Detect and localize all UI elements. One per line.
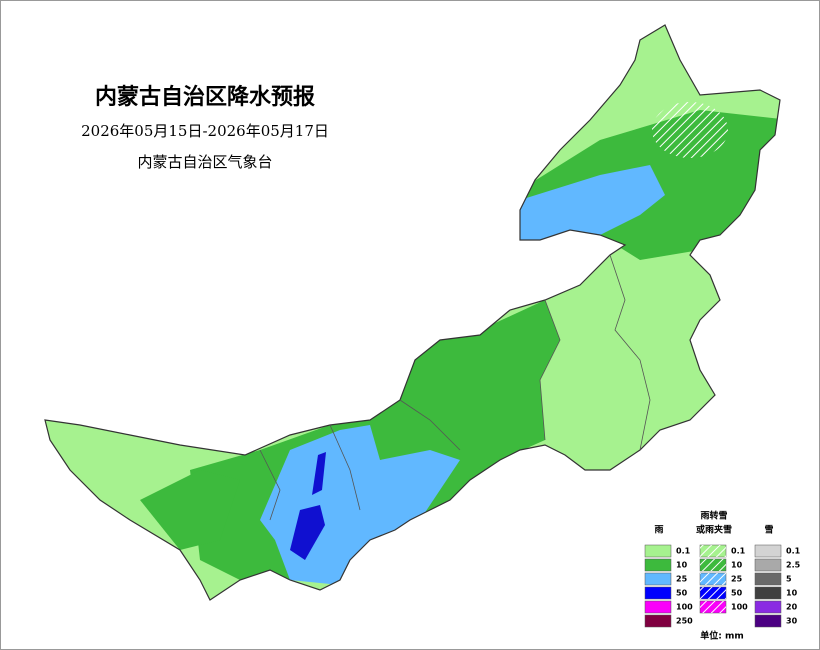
legend-hatch <box>700 587 726 599</box>
legend-label: 10 <box>676 561 688 570</box>
legend-label: 25 <box>676 575 688 584</box>
legend-hatch <box>700 545 726 557</box>
legend-label: 250 <box>676 617 693 626</box>
legend-unit: 单位: mm <box>700 630 744 642</box>
legend-heading: 或雨夹雪 <box>696 524 732 536</box>
legend-hatch <box>700 601 726 613</box>
area-darkblue <box>290 505 325 560</box>
legend-swatch <box>754 544 782 558</box>
legend-swatch <box>644 586 672 600</box>
legend-label: 100 <box>676 603 693 612</box>
legend-label: 10 <box>786 589 798 598</box>
legend-label: 50 <box>731 589 743 598</box>
legend-label: 0.1 <box>676 547 691 556</box>
legend-swatch <box>644 600 672 614</box>
title: 内蒙古自治区降水预报 <box>95 84 315 110</box>
boundary <box>259 254 651 521</box>
area-mixed <box>652 102 728 158</box>
legend-label: 30 <box>786 617 798 626</box>
legend-heading: 雨转雪 <box>700 510 727 522</box>
legend-label: 0.1 <box>786 547 801 556</box>
date-range: 2026年05月15日-2026年05月17日 <box>81 122 329 140</box>
area-blue <box>520 165 665 245</box>
legend-heading: 雨 <box>654 525 663 536</box>
legend-hatch <box>700 559 726 571</box>
area-darkblue <box>312 452 326 495</box>
legend-label: 20 <box>786 603 798 612</box>
legend-label: 0.1 <box>731 547 746 556</box>
legend-label: 10 <box>731 561 743 570</box>
legend-label: 5 <box>786 575 792 584</box>
legend-swatch <box>644 558 672 572</box>
legend-swatch <box>754 558 782 572</box>
legend-label: 50 <box>676 589 688 598</box>
legend-swatch <box>754 586 782 600</box>
legend-swatch <box>644 572 672 586</box>
legend-label: 100 <box>731 603 748 612</box>
legend-heading: 雪 <box>764 524 773 536</box>
issuer: 内蒙古自治区气象台 <box>137 153 272 171</box>
legend-swatch <box>644 614 672 628</box>
legend-label: 25 <box>731 575 743 584</box>
legend-swatch <box>754 572 782 586</box>
legend-hatch <box>700 573 726 585</box>
legend-swatch <box>754 614 782 628</box>
legend-swatch <box>644 544 672 558</box>
area-green <box>140 470 240 550</box>
legend-swatch <box>754 600 782 614</box>
legend-label: 2.5 <box>786 561 801 570</box>
